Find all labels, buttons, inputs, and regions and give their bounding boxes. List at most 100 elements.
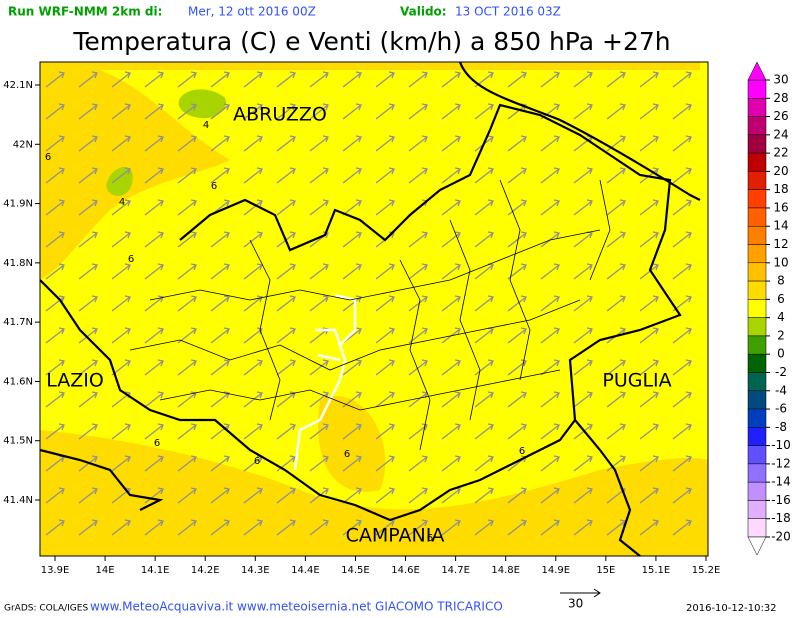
wind-arrow: [639, 456, 659, 472]
colorbar-label: 6: [777, 292, 785, 306]
wind-arrow-head: [322, 199, 329, 207]
wind-arrow-head: [586, 487, 593, 495]
wind-arrow: [573, 168, 593, 184]
wind-arrow: [375, 168, 395, 184]
wind-arrow: [342, 360, 362, 376]
wind-arrow: [606, 264, 626, 280]
wind-arrow: [606, 392, 626, 408]
wind-arrow: [441, 424, 461, 440]
wind-arrow: [606, 200, 626, 216]
colorbar-label: 18: [773, 182, 788, 196]
wind-arrow-head: [322, 455, 329, 463]
wind-arrow: [243, 424, 263, 440]
wind-arrow: [672, 104, 692, 120]
wind-arrow: [78, 200, 98, 216]
wind-arrow: [375, 360, 395, 376]
wind-arrow-head: [520, 71, 527, 79]
wind-arrow-head: [322, 519, 329, 527]
wind-arrow: [243, 456, 263, 472]
wind-arrow: [408, 360, 428, 376]
wind-arrow-head: [619, 295, 626, 303]
wind-arrow: [375, 136, 395, 152]
wind-arrow-head: [553, 71, 560, 79]
wind-arrow: [144, 264, 164, 280]
colorbar-label: -4: [775, 383, 787, 397]
wind-arrow-head: [124, 359, 131, 367]
wind-arrow: [342, 104, 362, 120]
wind-arrow: [210, 360, 230, 376]
wind-arrow-head: [685, 103, 692, 111]
wind-arrow-head: [421, 135, 428, 143]
wind-arrow: [441, 360, 461, 376]
wind-arrow-head: [58, 487, 65, 495]
colorbar-label: 26: [773, 109, 788, 123]
wind-arrow: [540, 520, 560, 536]
wind-arrow: [507, 136, 527, 152]
wind-arrow-head: [487, 519, 494, 527]
wind-arrow-head: [256, 135, 263, 143]
wind-arrow-head: [388, 231, 395, 239]
x-tick-label: 14.3E: [241, 565, 270, 576]
wind-arrow: [342, 200, 362, 216]
wind-arrow: [474, 328, 494, 344]
wind-arrow: [276, 392, 296, 408]
wind-arrow-head: [256, 103, 263, 111]
wind-arrow: [45, 136, 65, 152]
wind-arrow-head: [289, 359, 296, 367]
colorbar-label: 0: [777, 347, 785, 361]
wind-arrow: [573, 104, 593, 120]
wind-arrow-head: [190, 103, 197, 111]
colorbar-label: 10: [773, 255, 788, 269]
wind-arrow: [45, 200, 65, 216]
y-tick-label: 41.4N: [3, 495, 33, 506]
wind-arrow: [276, 264, 296, 280]
wind-arrow-head: [322, 295, 329, 303]
wind-arrow: [78, 232, 98, 248]
wind-arrow-head: [619, 199, 626, 207]
wind-arrow: [375, 392, 395, 408]
wind-arrow: [78, 392, 98, 408]
wind-arrow: [606, 424, 626, 440]
wind-arrow: [309, 360, 329, 376]
y-tick-label: 41.9N: [3, 199, 33, 210]
wind-arrow-head: [289, 455, 296, 463]
map-field: [39, 61, 709, 557]
wind-arrow: [573, 488, 593, 504]
wind-arrow-head: [421, 327, 428, 335]
wind-arrow: [78, 168, 98, 184]
wind-arrow-head: [289, 231, 296, 239]
wind-arrow-head: [388, 295, 395, 303]
y-tick-label: 42.1N: [3, 80, 33, 91]
wind-arrow: [639, 104, 659, 120]
wind-arrow: [309, 200, 329, 216]
wind-arrow: [309, 488, 329, 504]
wind-arrow-head: [553, 519, 560, 527]
wind-arrow-head: [289, 71, 296, 79]
wind-arrow-head: [586, 423, 593, 431]
x-tick-label: 15.1E: [642, 565, 671, 576]
wind-arrow-head: [190, 519, 197, 527]
wind-arrow-head: [91, 71, 98, 79]
wind-arrow: [78, 360, 98, 376]
wind-arrow: [408, 72, 428, 88]
colorbar-segment: [747, 481, 767, 501]
contour-label: 6: [254, 456, 260, 467]
wind-arrow: [408, 456, 428, 472]
colorbar-segment: [747, 152, 767, 172]
wind-arrow-head: [91, 327, 98, 335]
wind-arrow-head: [421, 263, 428, 271]
wind-arrow-head: [256, 423, 263, 431]
wind-arrow: [672, 264, 692, 280]
wind-arrow-head: [322, 103, 329, 111]
wind-arrow-head: [520, 135, 527, 143]
wind-arrow: [111, 456, 131, 472]
run-date: Mer, 12 ott 2016 00Z: [188, 5, 316, 19]
wind-arrow: [111, 520, 131, 536]
wind-arrow-head: [553, 423, 560, 431]
wind-arrow: [177, 72, 197, 88]
wind-arrow: [276, 72, 296, 88]
colorbar-tip: [747, 61, 767, 81]
wind-arrow-head: [157, 391, 164, 399]
wind-arrow: [78, 456, 98, 472]
wind-arrow: [507, 104, 527, 120]
